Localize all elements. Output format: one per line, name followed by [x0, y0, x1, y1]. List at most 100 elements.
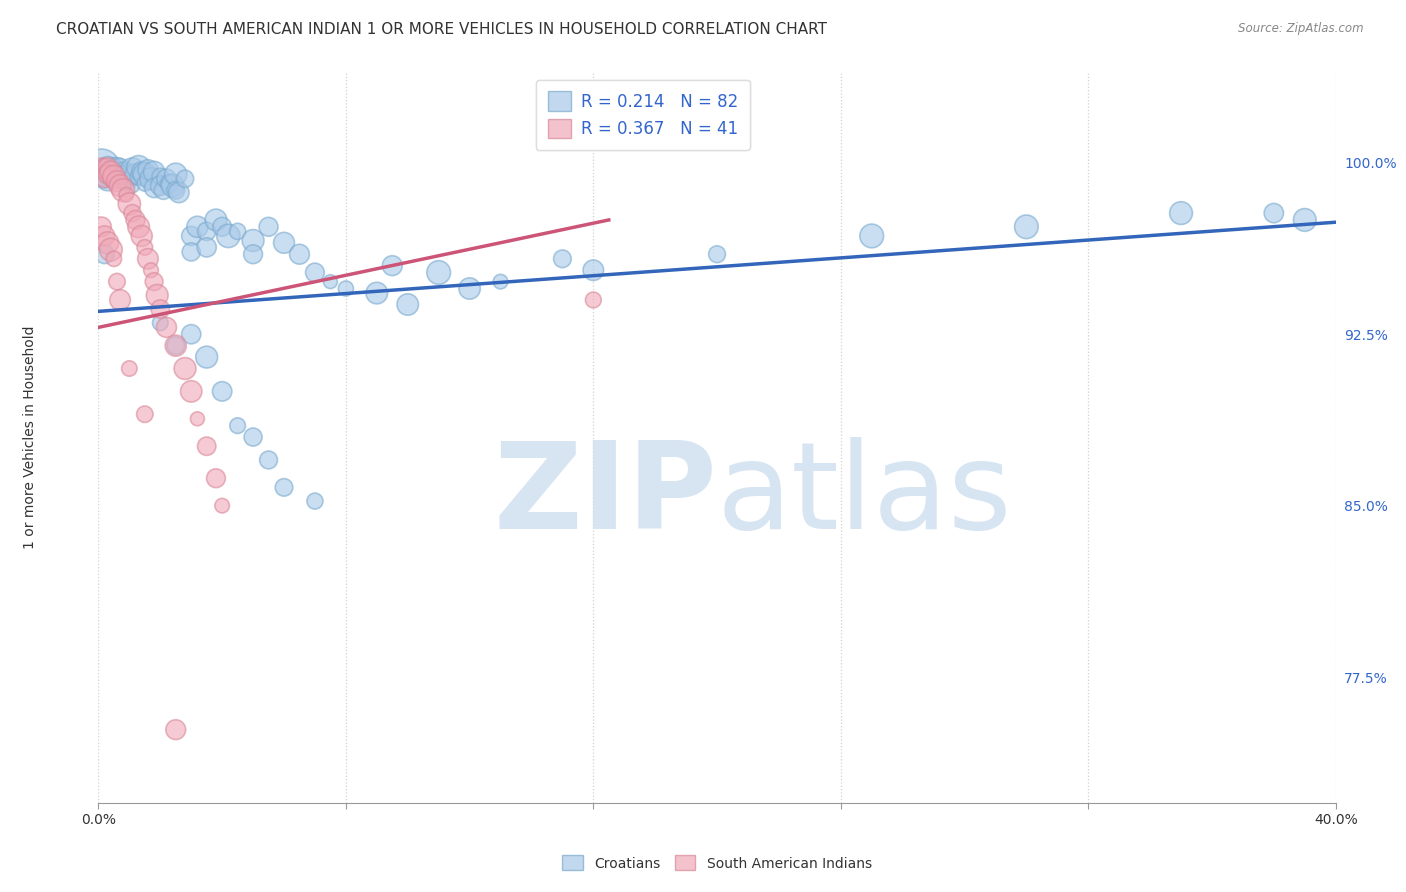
Point [551, 252, 574, 266]
Point [152, 183, 174, 197]
Point [366, 286, 388, 301]
Point [217, 229, 239, 244]
Point [118, 197, 141, 211]
Point [103, 158, 125, 172]
Point [139, 171, 162, 186]
Point [582, 293, 605, 307]
Point [118, 165, 141, 179]
Point [165, 167, 187, 181]
Point [143, 165, 166, 179]
Point [134, 407, 156, 421]
Point [105, 174, 128, 188]
Point [93, 169, 115, 184]
Point [257, 219, 280, 234]
Point [257, 453, 280, 467]
Point [103, 169, 125, 184]
Point [124, 167, 146, 181]
Text: atlas: atlas [717, 437, 1012, 554]
Point [180, 384, 202, 399]
Point [149, 169, 172, 184]
Point [108, 171, 131, 186]
Point [242, 430, 264, 444]
Point [108, 178, 131, 193]
Point [90, 161, 112, 175]
Point [162, 178, 184, 193]
Point [167, 186, 190, 200]
Point [180, 229, 202, 244]
Point [1170, 206, 1192, 220]
Point [304, 494, 326, 508]
Point [319, 275, 342, 289]
Point [121, 206, 143, 220]
Point [90, 219, 112, 234]
Point [427, 265, 450, 279]
Point [108, 293, 131, 307]
Point [97, 167, 120, 181]
Point [155, 320, 177, 334]
Point [134, 177, 156, 191]
Point [288, 247, 311, 261]
Point [143, 275, 166, 289]
Text: ZIP: ZIP [494, 437, 717, 554]
Point [205, 213, 228, 227]
Point [115, 187, 138, 202]
Point [211, 499, 233, 513]
Point [273, 480, 295, 494]
Point [97, 161, 120, 175]
Point [165, 183, 187, 197]
Point [118, 169, 141, 184]
Point [105, 275, 128, 289]
Point [1294, 213, 1316, 227]
Point [136, 252, 159, 266]
Point [112, 183, 135, 197]
Point [100, 162, 122, 177]
Point [165, 723, 187, 737]
Text: CROATIAN VS SOUTH AMERICAN INDIAN 1 OR MORE VEHICLES IN HOUSEHOLD CORRELATION CH: CROATIAN VS SOUTH AMERICAN INDIAN 1 OR M… [56, 22, 827, 37]
Point [186, 219, 208, 234]
Point [97, 161, 120, 175]
Point [242, 247, 264, 261]
Point [105, 165, 128, 179]
Point [195, 224, 218, 238]
Point [93, 229, 115, 244]
Point [93, 247, 115, 261]
Point [180, 244, 202, 259]
Point [118, 361, 141, 376]
Point [121, 162, 143, 177]
Point [112, 162, 135, 177]
Point [112, 167, 135, 181]
Point [136, 162, 159, 177]
Point [174, 361, 197, 376]
Point [1015, 219, 1038, 234]
Point [97, 171, 120, 186]
Point [128, 169, 150, 184]
Point [226, 224, 249, 238]
Text: Source: ZipAtlas.com: Source: ZipAtlas.com [1239, 22, 1364, 36]
Point [304, 265, 326, 279]
Point [195, 439, 218, 453]
Point [131, 165, 153, 179]
Point [860, 229, 883, 244]
Point [195, 350, 218, 364]
Point [139, 263, 162, 277]
Point [489, 275, 512, 289]
Point [205, 471, 228, 485]
Point [149, 301, 172, 317]
Point [93, 165, 115, 179]
Point [165, 338, 187, 352]
Point [105, 161, 128, 175]
Point [124, 213, 146, 227]
Point [100, 169, 122, 184]
Point [128, 219, 150, 234]
Text: 1 or more Vehicles in Household: 1 or more Vehicles in Household [24, 326, 38, 549]
Point [186, 411, 208, 425]
Point [159, 177, 181, 191]
Point [174, 171, 197, 186]
Point [582, 263, 605, 277]
Point [149, 178, 172, 193]
Point [706, 247, 728, 261]
Point [90, 161, 112, 175]
Point [211, 384, 233, 399]
Point [1263, 206, 1285, 220]
Point [180, 327, 202, 342]
